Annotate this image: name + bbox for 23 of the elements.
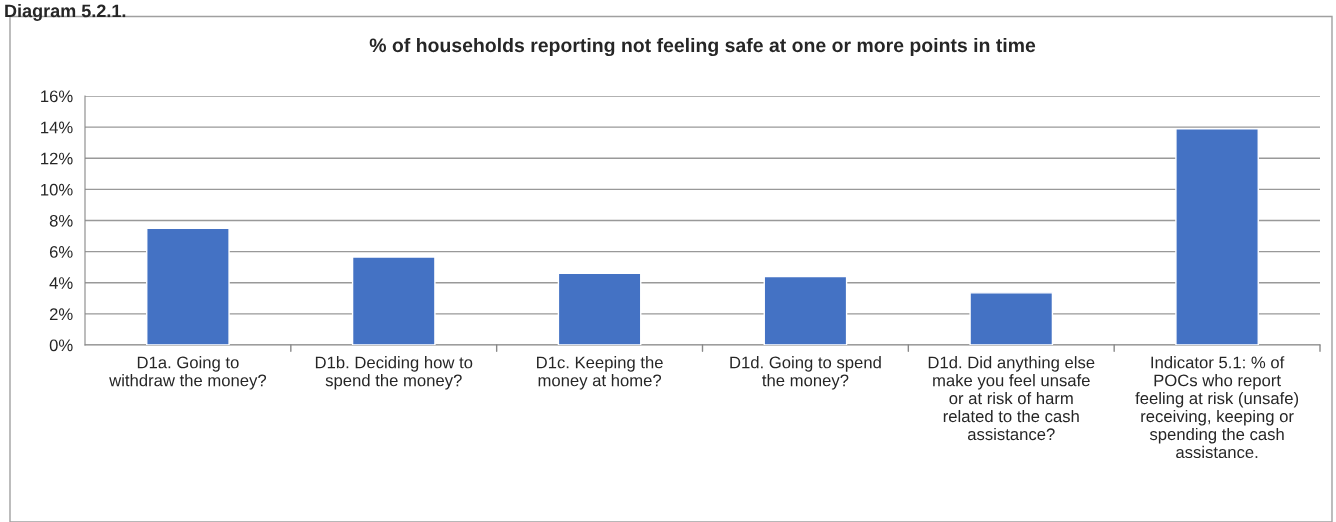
y-tick-label: 12% bbox=[41, 152, 73, 165]
y-tick-label: 2% bbox=[49, 308, 73, 321]
bar bbox=[969, 292, 1054, 345]
chart-title: % of households reporting not feeling safe at one or more points in time bbox=[369, 37, 1036, 57]
y-tick-label: 8% bbox=[49, 214, 73, 227]
y-tick-label: 14% bbox=[41, 121, 73, 134]
bar bbox=[763, 275, 848, 345]
text: Diagram 5.2.1. bbox=[5, 4, 126, 21]
x-tick-label: D1c. Keeping the money at home? bbox=[537, 356, 663, 390]
x-tick-label: D1d. Going to spend the money? bbox=[730, 356, 881, 390]
x-tick-label: Indicator 5.1: % of POCs who report feeling at risk (unsafe) receiving, keeping or spending the cash assistance. bbox=[1135, 356, 1299, 459]
x-tick-label: D1d. Did anything else make you feel unsafe or at risk of harm related to the cash assistance? bbox=[928, 356, 1095, 441]
y-tick-label: 0% bbox=[49, 339, 73, 352]
y-tick-label: 4% bbox=[49, 277, 73, 289]
y-tick-label: 16% bbox=[41, 90, 73, 103]
bar bbox=[557, 272, 642, 345]
y-tick-label: 10% bbox=[41, 183, 73, 196]
bar bbox=[351, 256, 436, 345]
bar bbox=[1175, 127, 1259, 345]
x-tick-label: D1a. Going to withdraw the money? bbox=[109, 356, 267, 390]
y-tick-label: 6% bbox=[49, 246, 73, 258]
x-tick-label: D1b. Deciding how to spend the money? bbox=[315, 356, 473, 390]
bar bbox=[146, 227, 230, 345]
